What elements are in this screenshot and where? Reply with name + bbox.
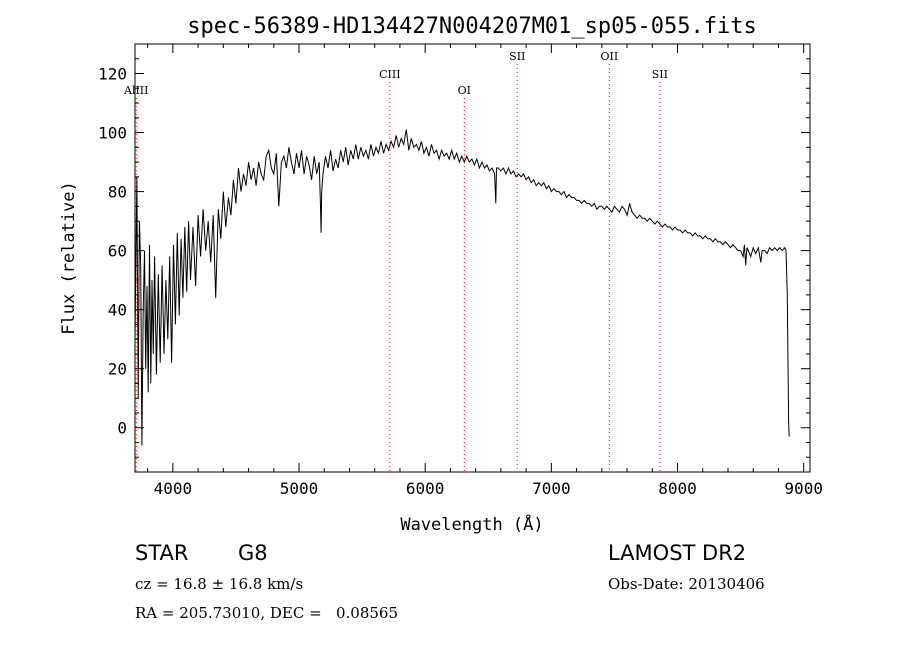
plot-frame: [134, 43, 811, 473]
spectrum-series: [134, 129, 790, 446]
x-tick-label: 6000: [406, 479, 445, 498]
spectrum-line: [134, 129, 790, 446]
y-tick-label: 120: [98, 65, 127, 84]
line-markers: AlIII CIII OI SII OII SII: [123, 50, 668, 472]
x-axis-label: Wavelength (Å): [400, 513, 543, 535]
x-tick-label: 8000: [658, 479, 697, 498]
redshift-info: cz = 16.8 ± 16.8 km/s: [135, 575, 304, 593]
x-tick-label: 4000: [154, 479, 193, 498]
y-tick-label: 60: [108, 242, 127, 261]
y-tick-label: 0: [117, 419, 127, 438]
y-tick-label: 40: [108, 301, 127, 320]
object-subclass: G8: [238, 541, 268, 565]
y-tick-label: 100: [98, 124, 127, 143]
marker-label: AlIII: [123, 84, 149, 97]
chart-title: spec-56389-HD134427N004207M01_sp05-055.f…: [187, 14, 757, 39]
object-class: STAR: [135, 541, 189, 565]
x-tick-label: 5000: [280, 479, 319, 498]
y-axis: 0 20 40 60 80 100 120: [98, 43, 810, 458]
y-tick-label: 20: [108, 360, 127, 379]
marker-label: SII: [509, 50, 525, 63]
marker-label: SII: [652, 68, 668, 81]
coordinates: RA = 205.73010, DEC = 0.08565: [135, 604, 399, 622]
y-tick-label: 80: [108, 183, 127, 202]
x-axis: 4000 5000 6000 7000 8000 9000: [147, 44, 823, 498]
x-tick-label: 9000: [784, 479, 823, 498]
obs-date: Obs-Date: 20130406: [608, 575, 765, 593]
y-axis-label: Flux (relative): [59, 181, 79, 335]
x-tick-label: 7000: [532, 479, 571, 498]
marker-label: OI: [458, 84, 471, 97]
survey-name: LAMOST DR2: [608, 541, 747, 565]
marker-label: CIII: [379, 68, 400, 81]
marker-label: OII: [601, 50, 619, 63]
